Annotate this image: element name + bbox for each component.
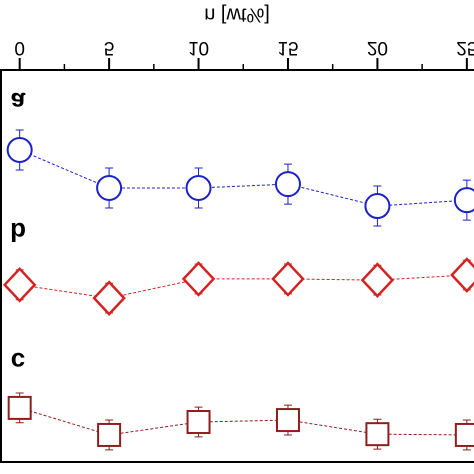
panel-label: c bbox=[11, 347, 25, 377]
marker bbox=[453, 187, 474, 214]
marker bbox=[6, 136, 33, 163]
x-tick-label: 5 bbox=[104, 37, 115, 58]
marker bbox=[97, 422, 122, 447]
x-axis-label: n [wt%] bbox=[204, 4, 270, 26]
x-tick-label: 20 bbox=[367, 37, 388, 58]
marker bbox=[181, 261, 216, 297]
marker bbox=[96, 174, 123, 201]
marker bbox=[360, 262, 395, 298]
marker bbox=[274, 171, 301, 198]
marker bbox=[92, 280, 126, 316]
marker bbox=[364, 193, 391, 220]
marker bbox=[271, 261, 305, 297]
marker bbox=[7, 395, 32, 420]
marker bbox=[185, 174, 212, 201]
marker bbox=[186, 410, 211, 435]
series-line bbox=[19, 149, 467, 207]
x-tick-label: 25 bbox=[456, 37, 474, 58]
marker bbox=[2, 266, 37, 303]
marker bbox=[365, 422, 390, 447]
panel-label: a bbox=[11, 87, 26, 117]
x-tick-label: 15 bbox=[277, 37, 298, 58]
panel-label: b bbox=[10, 217, 26, 247]
x-tick-label: 0 bbox=[14, 37, 25, 58]
marker bbox=[454, 422, 474, 447]
series-line bbox=[19, 407, 467, 436]
marker bbox=[450, 257, 474, 293]
marker bbox=[275, 408, 300, 433]
x-tick-label: 10 bbox=[188, 37, 209, 58]
